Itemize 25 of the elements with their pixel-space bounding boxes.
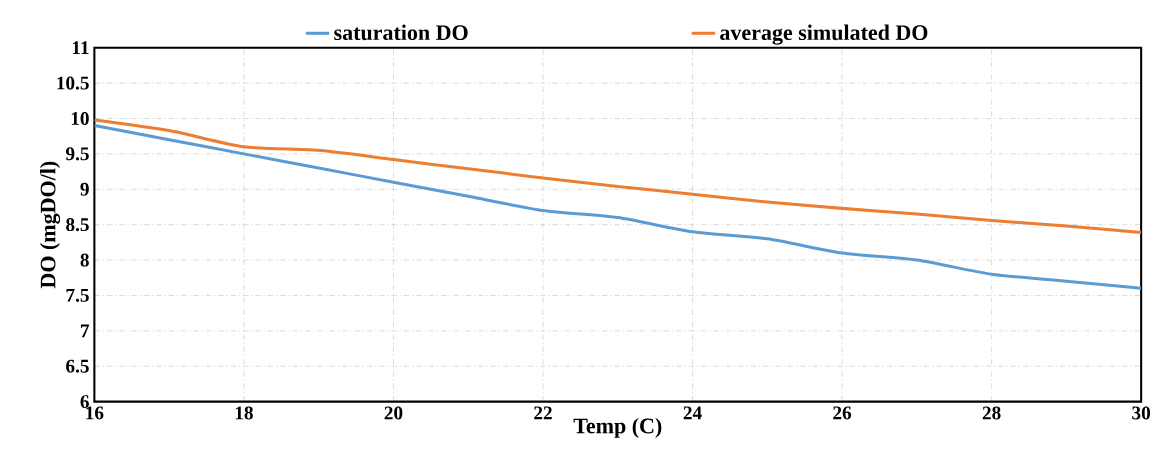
y-tick-label: 6 xyxy=(80,395,89,408)
y-tick-label: 6.5 xyxy=(66,359,89,373)
y-tick-label: 7 xyxy=(80,324,90,338)
x-tick-label: 24 xyxy=(683,406,702,420)
y-tick-label: 10.5 xyxy=(57,76,89,90)
y-tick-label: 7.5 xyxy=(66,288,89,302)
line-series xyxy=(94,118,1142,234)
y-tick-label: 9.5 xyxy=(65,147,89,161)
x-tick-label: 22 xyxy=(534,406,552,420)
y-axis-title: DO (mgDO/l) xyxy=(40,161,61,289)
y-tick-label: 8.5 xyxy=(66,217,89,232)
legend-label: saturation DO xyxy=(334,24,468,41)
x-axis-title: Temp (C) xyxy=(573,417,662,438)
x-tick-label: 30 xyxy=(1132,406,1151,420)
y-tick-label: 11 xyxy=(72,41,89,54)
line-series xyxy=(94,123,1142,290)
legend-label: average simulated DO xyxy=(720,24,928,45)
x-tick-label: 20 xyxy=(384,406,403,420)
y-tick-label: 9 xyxy=(80,182,89,196)
y-tick-label: 10 xyxy=(71,111,89,125)
x-tick-label: 16 xyxy=(86,406,104,420)
y-tick-label: 8 xyxy=(80,253,89,267)
x-tick-label: 26 xyxy=(833,406,852,420)
x-tick-label: 28 xyxy=(982,406,1001,420)
x-tick-label: 18 xyxy=(235,406,253,420)
